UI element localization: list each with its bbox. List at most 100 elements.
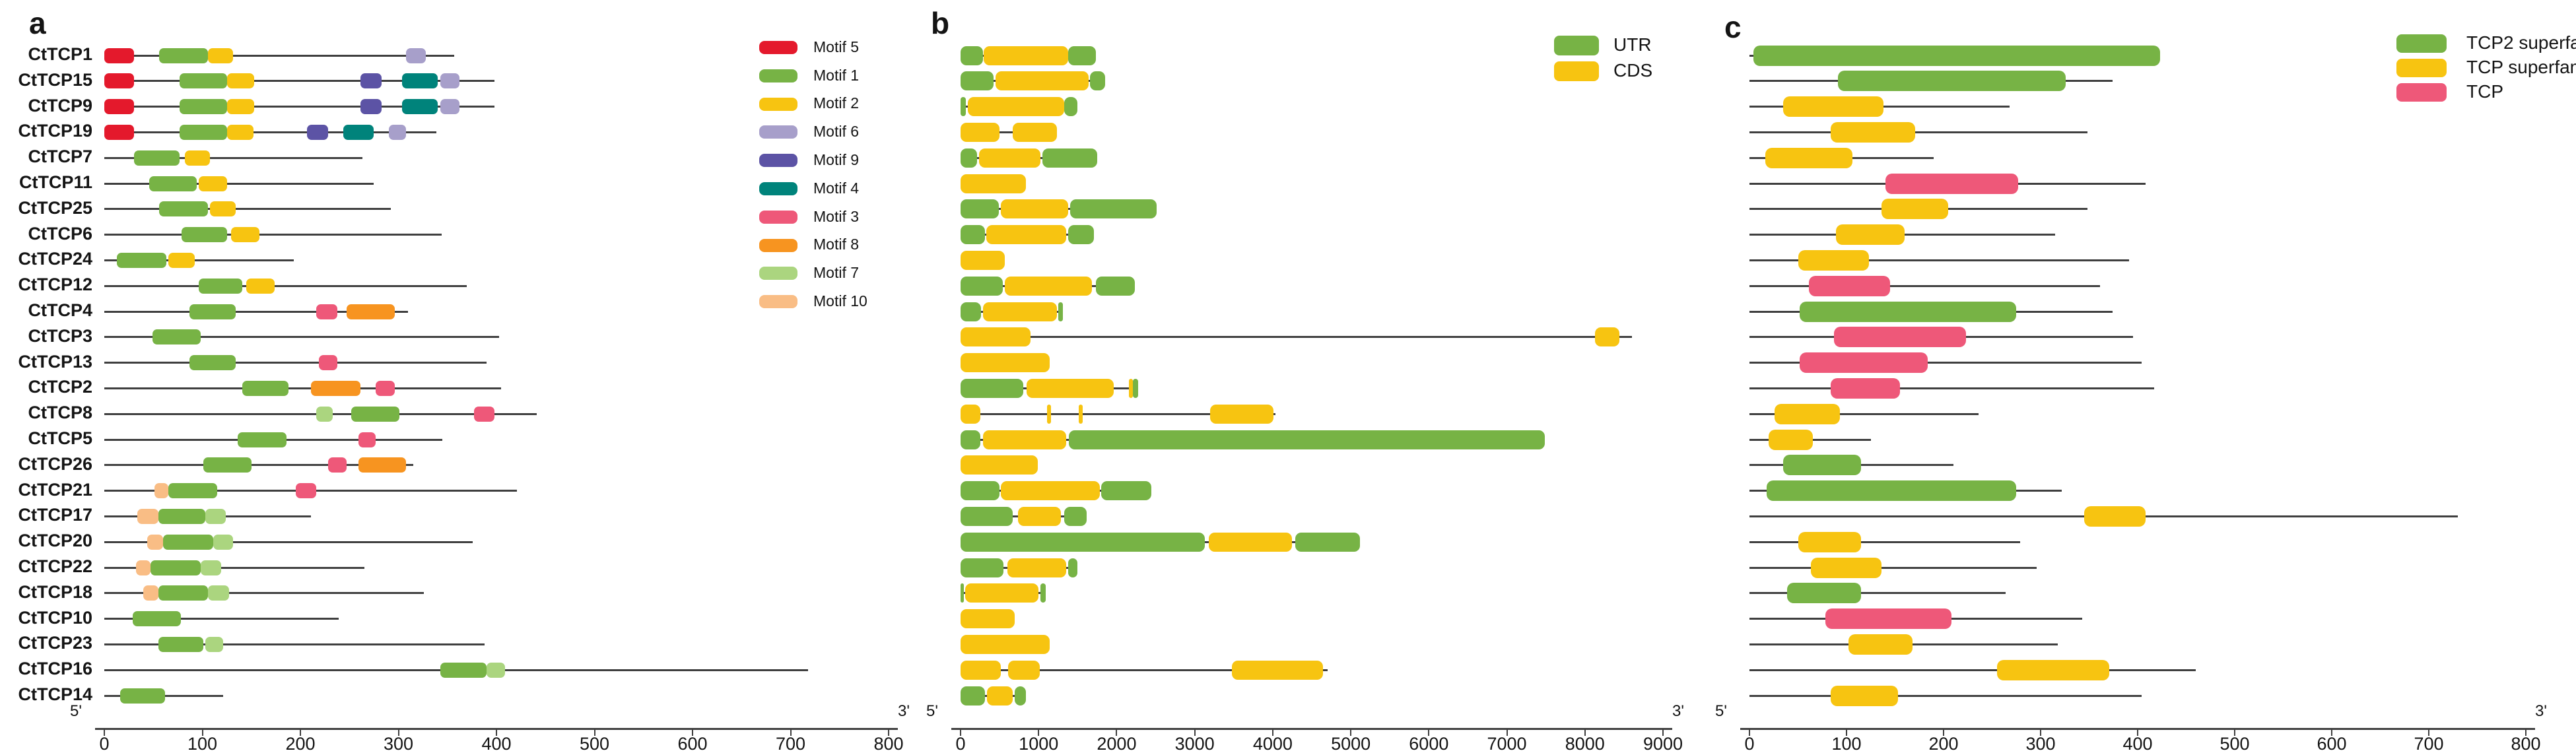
motif2-segment — [184, 150, 211, 166]
motif4-segment — [343, 124, 374, 140]
motif2-segment — [198, 176, 227, 191]
utr-segment — [961, 686, 985, 706]
gene-line — [961, 412, 1276, 415]
motif1-segment — [237, 432, 287, 447]
legend-label: Motif 10 — [813, 292, 867, 310]
x-axis-tick — [960, 728, 961, 736]
x-axis-tick-label: 3000 — [1174, 734, 1215, 754]
motif1-segment — [351, 406, 399, 422]
motif2-segment — [168, 252, 195, 268]
utr-segment — [961, 430, 981, 449]
gene-line — [104, 208, 391, 211]
motif3-segment — [473, 406, 495, 422]
x-axis-tick — [397, 728, 399, 736]
tcpsf-segment — [1831, 685, 1898, 706]
motif1-segment — [168, 483, 217, 499]
cds-segment — [1007, 558, 1066, 577]
gene-line — [104, 387, 502, 389]
gene-label: CtTCP3 — [28, 325, 92, 346]
x-axis-tick-label: 2000 — [1097, 734, 1137, 754]
tcpsf-segment — [1798, 531, 1862, 552]
gene-label: CtTCP8 — [28, 403, 92, 423]
tcp-segment — [1833, 327, 1966, 348]
motif4-segment — [402, 99, 438, 115]
gene-line — [1749, 412, 1979, 415]
gene-label: CtTCP4 — [28, 300, 92, 320]
cds-segment — [961, 353, 1050, 373]
gene-label: CtTCP6 — [28, 223, 92, 244]
motif4-segment — [402, 73, 438, 89]
motif1-segment — [150, 560, 201, 575]
motif8-segment — [346, 304, 395, 319]
motif1-segment — [117, 252, 166, 268]
x-axis-tick-label: 800 — [2511, 734, 2541, 754]
tcpsf-segment — [1835, 224, 1905, 246]
tcpsf-segment — [1798, 249, 1869, 271]
motif1-segment — [158, 585, 209, 601]
cds-segment — [961, 634, 1050, 654]
x-axis-tick — [1943, 728, 1944, 736]
tcpsf-segment — [1996, 659, 2110, 680]
gene-line — [104, 182, 374, 185]
x-axis-tick-label: 1000 — [1019, 734, 1059, 754]
gene-line — [961, 336, 1632, 339]
gene-label: CtTCP20 — [18, 531, 92, 551]
gene-line — [1749, 566, 2037, 569]
utr-segment — [1042, 148, 1098, 168]
motif1-segment — [163, 534, 213, 550]
motif1-segment — [149, 176, 197, 191]
gene-line — [104, 156, 362, 159]
gene-line — [104, 80, 495, 82]
utr-segment — [1295, 532, 1361, 552]
utr-segment — [1068, 225, 1095, 245]
panel-b-letter: b — [931, 6, 950, 40]
x-axis-tick-label: 7000 — [1487, 734, 1527, 754]
legend-label: Motif 6 — [813, 123, 860, 141]
motif10-segment — [143, 585, 158, 601]
gene-line — [1749, 694, 2142, 697]
tcp2-segment — [1787, 583, 1862, 604]
x-axis-tick — [1350, 728, 1352, 736]
motif6-segment — [440, 99, 459, 115]
cds-segment — [1210, 404, 1274, 424]
motif3-segment — [358, 432, 376, 447]
x-axis-tick-label: 600 — [677, 734, 708, 754]
cds-segment — [1026, 378, 1114, 398]
legend-label: Motif 8 — [813, 236, 860, 253]
gene-label: CtTCP7 — [28, 147, 92, 167]
legend-swatch-motif3 — [759, 210, 797, 224]
cds-segment — [967, 97, 1064, 117]
x-axis-tick — [496, 728, 497, 736]
motif1-segment — [440, 662, 487, 678]
utr-segment — [1068, 558, 1077, 577]
motif7-segment — [487, 662, 506, 678]
x-axis-tick — [1584, 728, 1586, 736]
gene-line — [1749, 259, 2129, 261]
gene-line — [104, 106, 495, 108]
tcp2-segment — [1783, 455, 1862, 476]
legend-swatch-motif9 — [759, 154, 797, 168]
x-axis-line — [951, 728, 1672, 730]
gene-line — [1749, 362, 2142, 364]
tcpsf-segment — [1848, 634, 1913, 655]
gene-line — [961, 669, 1328, 671]
legend-label: TCP superfamily — [2466, 56, 2576, 77]
legend-swatch-utr — [1554, 36, 1599, 55]
cds-segment — [1007, 660, 1040, 680]
legend-label: CDS — [1613, 59, 1653, 81]
utr-segment — [961, 71, 994, 91]
gene-line — [104, 362, 487, 364]
cds-segment — [1012, 122, 1057, 142]
legend-swatch-motif4 — [759, 182, 797, 195]
legend-swatch-motif6 — [759, 125, 797, 139]
gene-label: CtTCP10 — [18, 607, 92, 628]
x-axis-tick — [1749, 728, 1750, 736]
x-axis-tick-label: 500 — [579, 734, 610, 754]
gene-line — [1749, 669, 2196, 671]
legend-label: Motif 1 — [813, 66, 860, 84]
utr-segment — [1068, 46, 1097, 65]
motif1-segment — [133, 611, 181, 627]
cds-segment — [1595, 327, 1619, 347]
gene-line — [104, 284, 467, 287]
x-axis-tick — [2137, 728, 2138, 736]
